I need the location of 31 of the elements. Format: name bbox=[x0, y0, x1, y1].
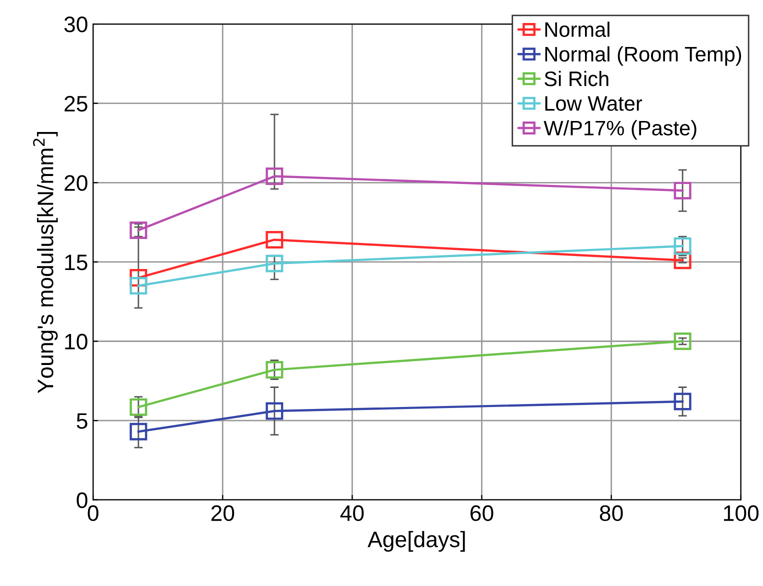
y-tick-label: 30 bbox=[64, 16, 88, 32]
y-tick-label: 20 bbox=[64, 175, 88, 191]
point bbox=[130, 276, 148, 294]
y-axis-title: Young's modulus[kN/mm$^{2}$] bbox=[33, 132, 58, 394]
point bbox=[266, 230, 284, 248]
point bbox=[130, 422, 148, 440]
y-tick-label: 15 bbox=[65, 254, 88, 270]
x-tick-label: 60 bbox=[470, 505, 494, 522]
x-tick-label: 80 bbox=[600, 505, 623, 522]
legend-label: Normal (Room Temp) bbox=[545, 46, 742, 66]
x-axis-title: Age[days] bbox=[368, 530, 465, 552]
point bbox=[674, 392, 692, 410]
point bbox=[266, 254, 284, 272]
legend-label: Si Rich bbox=[544, 70, 608, 86]
point bbox=[674, 332, 692, 350]
legend-label: W/P17% (Paste) bbox=[544, 120, 696, 140]
point bbox=[266, 168, 284, 186]
x-tick-label: 0 bbox=[88, 505, 98, 522]
y-tick-label: 5 bbox=[76, 413, 88, 429]
point bbox=[674, 182, 692, 200]
y-tick-label: 0 bbox=[76, 492, 88, 508]
y-tick-label: 25 bbox=[64, 96, 88, 112]
point bbox=[266, 361, 284, 379]
x-tick-label: 100 bbox=[724, 505, 759, 522]
y-tick-label: 10 bbox=[65, 334, 88, 350]
x-tick-label: 40 bbox=[340, 505, 364, 522]
legend-label: Low Water bbox=[545, 96, 642, 111]
point bbox=[266, 402, 284, 420]
x-tick-label: 20 bbox=[211, 505, 234, 522]
point bbox=[674, 252, 692, 270]
legend-label: Normal bbox=[545, 22, 610, 37]
